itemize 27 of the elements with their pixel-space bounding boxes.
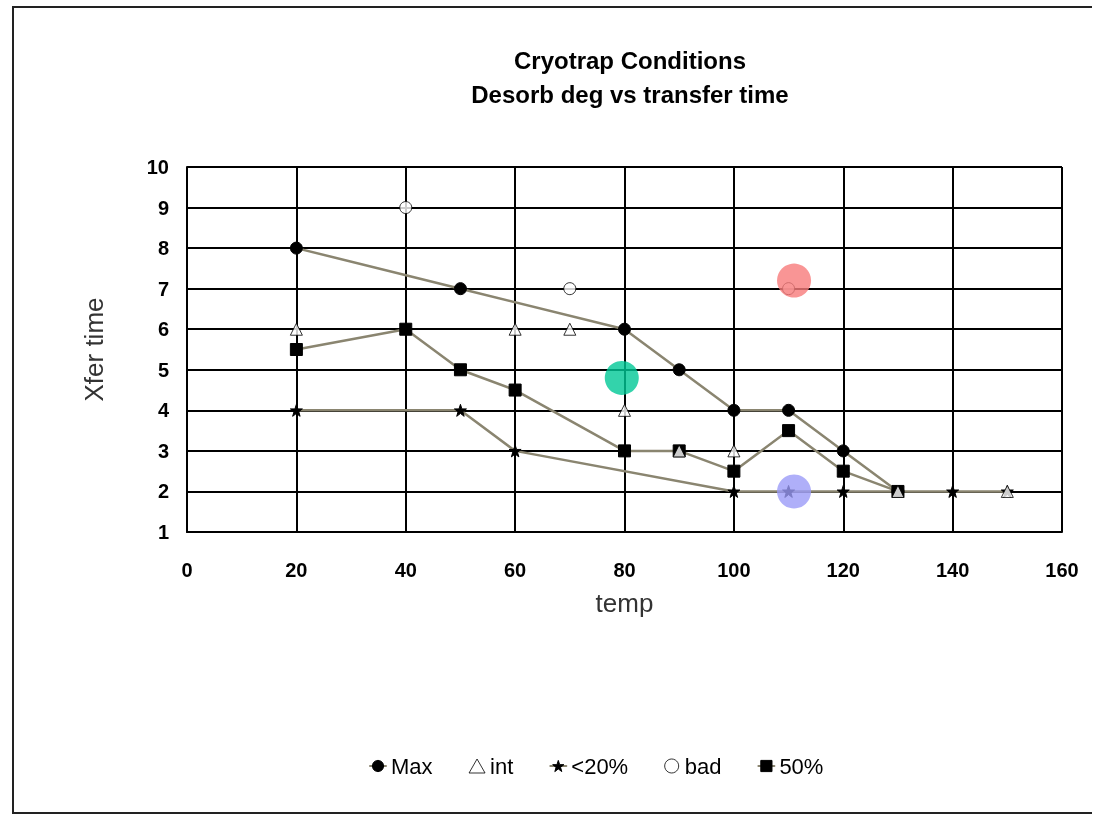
y-tick-label: 5 <box>157 358 169 381</box>
x-tick-label: 0 <box>181 559 193 581</box>
y-tick-label: 7 <box>157 277 169 300</box>
x-tick-label: 100 <box>717 559 751 581</box>
chart-title: Cryotrap Conditions Desorb deg vs transfer time <box>471 46 789 108</box>
legend-label: 50% <box>779 753 824 779</box>
y-tick-label: 8 <box>157 237 169 260</box>
x-tick-label: 120 <box>826 559 860 581</box>
x-tick-label: 60 <box>504 559 527 581</box>
y-tick-label: 6 <box>157 318 169 341</box>
x-tick-label: 20 <box>285 559 308 581</box>
legend-label: int <box>490 753 514 779</box>
y-tick-label: 9 <box>157 196 169 219</box>
x-tick-label: 40 <box>394 559 417 581</box>
y-tick-label: 1 <box>157 521 169 543</box>
legend-label: <20% <box>571 753 629 779</box>
y-tick-label: 2 <box>157 480 169 503</box>
legend-label: Max <box>391 753 433 779</box>
y-axis-title: Xfer time <box>79 297 109 402</box>
y-tick-label: 4 <box>157 399 170 422</box>
y-tick-label: 3 <box>157 439 169 462</box>
x-tick-label: 160 <box>1045 559 1079 581</box>
y-tick-label: 10 <box>146 156 169 178</box>
legend-label: bad <box>684 753 722 779</box>
x-axis-title: temp <box>595 588 654 618</box>
x-tick-label: 140 <box>935 559 970 581</box>
x-tick-label: 80 <box>613 559 636 581</box>
